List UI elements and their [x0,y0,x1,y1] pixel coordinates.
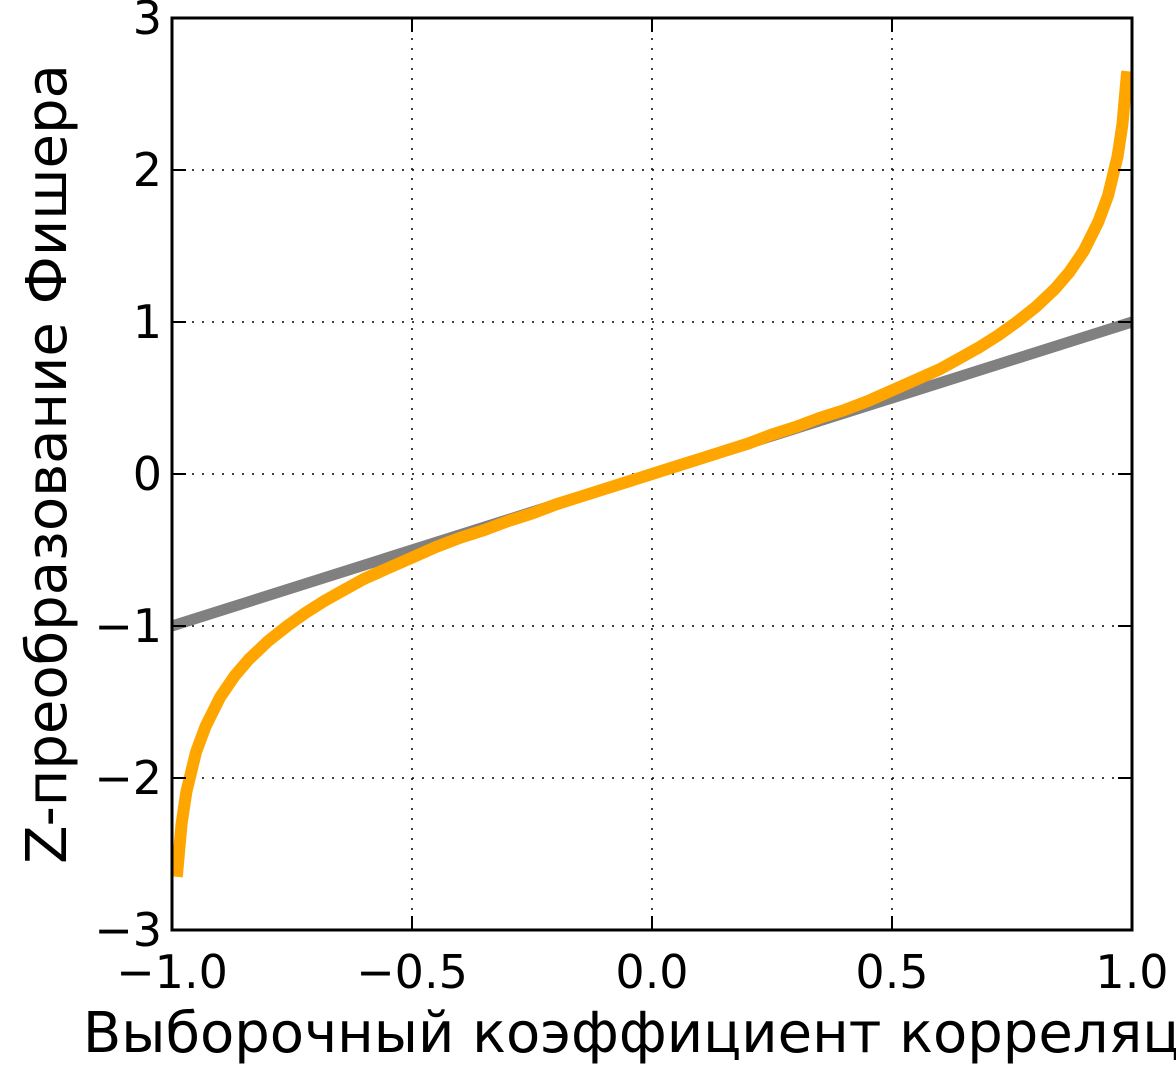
y-tick-label-4: 1 [133,295,162,349]
series-lines [170,70,1134,878]
x-tick-label-3: 0.5 [855,945,928,999]
y-tick-label-5: 2 [133,143,162,197]
y-tick-label-1: −2 [94,751,162,805]
x-tick-label-2: 0.0 [615,945,688,999]
x-tick-label-1: −0.5 [356,945,468,999]
x-tick-label-0: −1.0 [116,945,228,999]
y-tick-label-6: 3 [133,0,162,45]
tick-labels: −1.0 −0.5 0.0 0.5 1.0 −3 −2 −1 0 1 2 3 [94,0,1168,999]
axis-ticks [171,17,1133,931]
x-axis-title: Выборочный коэффициент корреляции [83,1001,1176,1066]
series-line-1 [170,70,1134,878]
y-tick-label-0: −3 [94,903,162,957]
x-tick-label-4: 1.0 [1095,945,1168,999]
y-tick-label-2: −1 [94,599,162,653]
y-axis-title: Z-преобразование Фишера [15,64,80,864]
y-tick-label-3: 0 [133,447,162,501]
